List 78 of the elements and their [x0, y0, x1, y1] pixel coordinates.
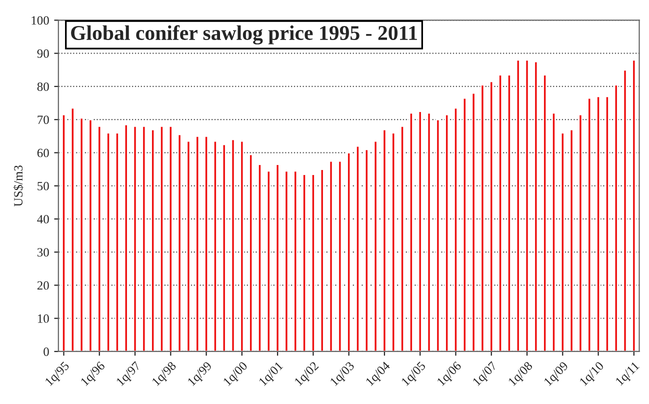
chart-title: Global conifer sawlog price 1995 - 2011: [71, 25, 417, 44]
bar: [310, 174, 316, 352]
bar: [142, 126, 146, 352]
bar: [114, 132, 120, 352]
bar: [293, 170, 298, 352]
bar: [373, 140, 378, 352]
bar: [240, 140, 244, 352]
bar: [160, 126, 164, 352]
bar: [453, 107, 458, 352]
bar: [489, 80, 494, 352]
bar: [124, 124, 128, 352]
bar: [150, 128, 156, 352]
y-tick-label: 0: [44, 348, 49, 356]
bar: [266, 170, 271, 352]
y-tick-label: 70: [38, 116, 49, 124]
bar: [70, 107, 75, 352]
bar: [444, 114, 450, 352]
bar: [284, 170, 289, 352]
bar: [230, 138, 236, 352]
bar: [516, 59, 520, 352]
bar: [391, 132, 396, 352]
bar: [364, 148, 369, 352]
bar: [302, 174, 307, 352]
bar: [471, 92, 476, 352]
y-tick-label: 40: [37, 214, 49, 224]
y-tick-label: 10: [38, 314, 49, 323]
bar: [524, 59, 530, 352]
bar: [328, 160, 334, 352]
bar: [604, 96, 610, 352]
bar: [62, 114, 66, 352]
bar: [382, 128, 387, 352]
bar: [212, 140, 218, 352]
bar: [275, 164, 280, 352]
bar: [97, 126, 102, 352]
bar: [79, 117, 84, 352]
bar: [418, 110, 422, 352]
bar: [632, 59, 636, 352]
bar: [186, 140, 191, 352]
bar: [506, 74, 512, 352]
bar: [222, 144, 226, 352]
bar: [596, 96, 601, 352]
bar: [248, 154, 254, 352]
bar: [106, 132, 111, 352]
bar: [569, 128, 574, 352]
y-tick-label: 80: [37, 82, 49, 91]
y-axis-title: US$/m3: [13, 165, 24, 206]
bar: [132, 126, 138, 352]
bar: [551, 112, 556, 352]
bar: [88, 118, 93, 352]
bar: [587, 97, 592, 352]
bar: [355, 145, 360, 352]
bar: [338, 160, 342, 352]
y-tick-label: 20: [37, 281, 49, 290]
bar: [346, 152, 352, 352]
bar: [204, 135, 209, 352]
bar: [408, 112, 414, 352]
bar: [578, 114, 583, 352]
bar: [195, 135, 200, 352]
bar: [560, 132, 565, 352]
bar: [177, 134, 182, 352]
bar: [498, 74, 503, 352]
y-tick-label: 90: [37, 49, 49, 58]
bar: [426, 112, 432, 352]
bar: [542, 74, 548, 352]
bar: [320, 168, 324, 352]
bar: [622, 69, 628, 352]
y-tick-label: 30: [37, 248, 49, 257]
y-tick-label: 100: [32, 16, 49, 25]
bar: [436, 118, 440, 352]
bar: [480, 84, 485, 352]
bar: [462, 97, 467, 352]
bar: [257, 164, 262, 352]
y-tick-label: 50: [38, 182, 49, 190]
bar: [614, 84, 618, 352]
bar: [168, 126, 173, 352]
bar: [400, 126, 405, 352]
y-tick-label: 60: [37, 148, 49, 158]
bar: [534, 60, 538, 352]
